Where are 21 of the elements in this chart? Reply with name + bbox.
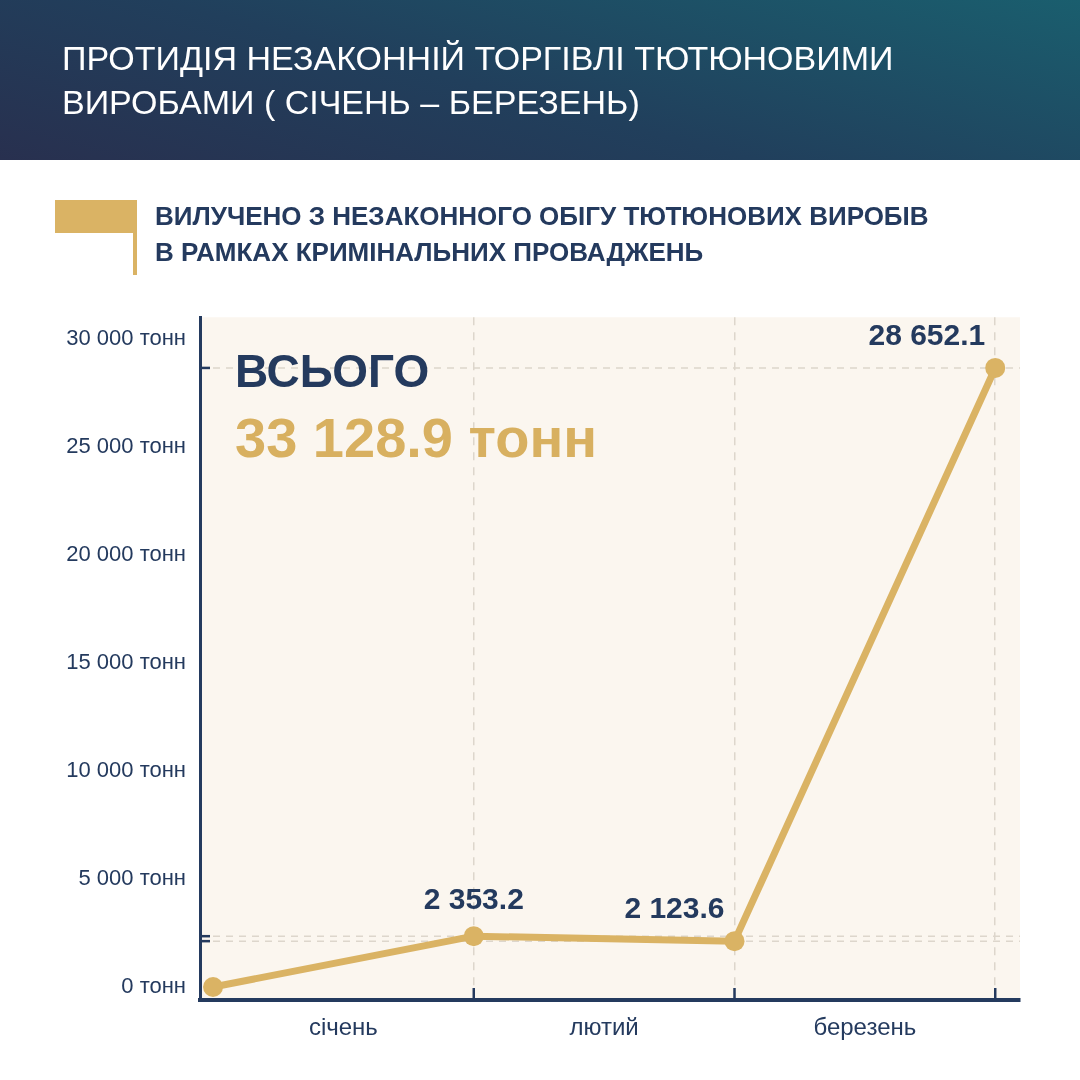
point [724, 931, 745, 952]
y-tick-label: 20 000 тонн [66, 540, 186, 566]
annotation: ВСЬОГО [235, 345, 430, 398]
y-tick-label: 25 000 тонн [66, 432, 186, 458]
x-tick-label: лютий [569, 1013, 639, 1041]
point [463, 926, 484, 947]
annotation: 33 128.9 тонн [235, 406, 598, 470]
y-tick-label: 0 тонн [121, 973, 186, 999]
data-label: 28 652.1 [868, 318, 986, 352]
y-tick-label: 15 000 тонн [66, 648, 186, 674]
x-tick-label: січень [308, 1013, 378, 1041]
point [203, 977, 224, 998]
y-tick-label: 10 000 тонн [66, 757, 186, 783]
y-tick-label: 30 000 тонн [66, 324, 186, 350]
data-label: 2 353.2 [423, 882, 524, 916]
chart-title: ПРОТИДІЯ НЕЗАКОННІЙ ТОРГІВЛІ ТЮТЮНОВИМИ ВИРОБАМИ ( СІЧЕНЬ – БЕРЕЗЕНЬ) [62, 38, 895, 123]
data-label: 2 123.6 [624, 891, 725, 925]
y-tick-label: 5 000 тонн [78, 865, 186, 891]
chart-subtitle: ВИЛУЧЕНО З НЕЗАКОННОГО ОБІГУ ТЮТЮНОВИХ ВИРОБІВ В РАМКАХ КРИМІНАЛЬНИХ ПРОВАДЖЕНЬ [155, 200, 930, 269]
x-tick-label: березень [813, 1013, 917, 1041]
point [985, 357, 1006, 378]
